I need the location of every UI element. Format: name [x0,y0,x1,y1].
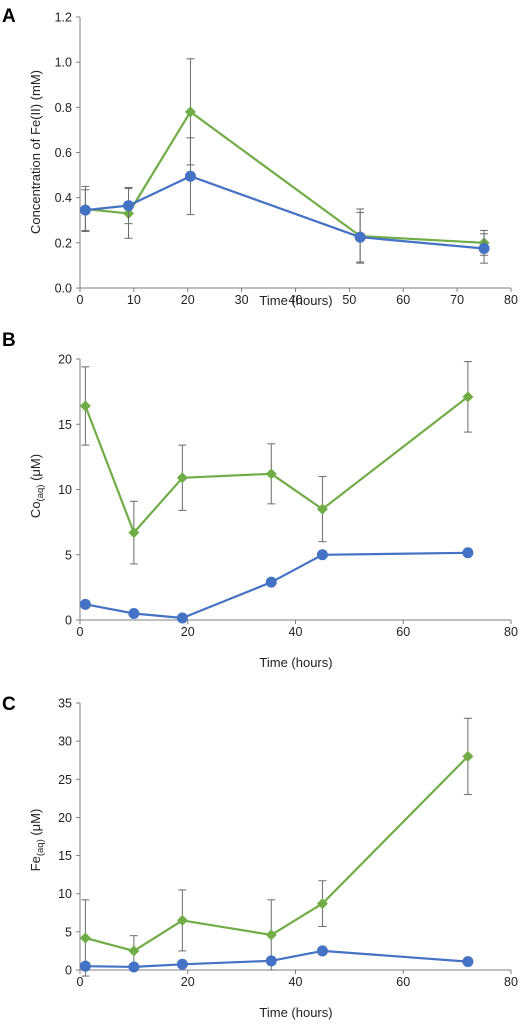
x-axis-title-b: Time (hours) [259,655,332,670]
y-tick-label-c: 0 [65,964,72,978]
series-line-blue [85,551,468,620]
y-tick-label-a: 0.0 [55,282,72,296]
y-axis-title-a: Concentration of Fe(II) (mM) [28,70,43,234]
y-axis-title-b-unit: (μM) [28,454,43,485]
x-tick-label-a: 30 [235,293,249,307]
y-axis-title-c-unit: (μM) [28,809,43,840]
data-point-diamond [316,898,328,910]
data-point-diamond [184,106,196,118]
panel-c: C 0 5 10 15 20 25 30 35 0 20 40 60 80 Time (hours) F… [2,694,518,1020]
plot-area-c: 0 5 10 15 20 25 30 35 0 20 40 60 80 [58,697,518,990]
y-tick-label-b: 15 [58,418,72,432]
data-point-diamond [462,391,474,403]
y-tick-label-c: 5 [65,925,72,939]
x-axis-title-c: Time (hours) [259,1005,332,1020]
data-point-circle [128,961,140,973]
x-tick-label-c: 80 [504,975,518,989]
panel-letter-b: B [2,330,16,351]
y-tick-label-a: 0.2 [55,236,72,250]
data-point-circle [354,231,366,243]
data-point-diamond [176,914,188,926]
panel-a: A 0.0 0.2 0.4 0.6 0.8 1.0 1.2 0 10 20 30 40 50 60 70 80… [2,6,518,308]
data-point-circle [478,242,490,254]
y-axis-title-b-main: Co [28,501,43,518]
y-tick-label-b: 20 [58,353,72,367]
data-point-circle [79,598,91,610]
x-tick-label-b: 0 [77,625,84,639]
x-tick-label-c: 60 [396,975,410,989]
y-tick-label-b: 5 [65,548,72,562]
y-tick-label-b: 10 [58,483,72,497]
data-point-diamond [316,503,328,515]
plot-area-b: 0 5 10 15 20 0 20 40 60 80 [58,353,518,640]
x-tick-label-c: 0 [77,975,84,989]
data-point-circle [316,945,328,957]
panel-b: B 0 5 10 15 20 0 20 40 60 80 Time (hours) Co(aq) … [2,330,518,670]
x-tick-label-a: 80 [504,293,518,307]
y-tick-label-b: 0 [65,614,72,628]
panel-letter-c: C [2,694,16,715]
data-point-diamond [128,527,140,539]
y-tick-label-a: 1.0 [55,56,72,70]
data-point-circle [184,170,196,182]
x-tick-label-a: 10 [127,293,141,307]
x-tick-label-b: 40 [289,625,303,639]
y-axis-title-c-main: Fe [28,856,43,871]
x-tick-label-a: 60 [396,293,410,307]
series-line-green [85,110,485,244]
data-point-circle [316,549,328,561]
data-point-diamond [79,932,91,944]
x-tick-label-a: 20 [181,293,195,307]
x-tick-label-a: 70 [450,293,464,307]
y-tick-label-a: 0.6 [55,146,72,160]
y-tick-label-c: 25 [58,773,72,787]
data-point-circle [79,960,91,972]
y-tick-label-a: 1.2 [55,11,72,25]
x-tick-label-b: 80 [504,625,518,639]
x-tick-label-a: 50 [342,293,356,307]
y-axis-title-b: Co(aq) (μM) [28,454,46,518]
data-point-circle [265,955,277,967]
y-axis-title-b-sub: (aq) [35,485,46,502]
y-tick-label-a: 0.8 [55,101,72,115]
y-tick-label-c: 10 [58,887,72,901]
y-tick-label-c: 20 [58,811,72,825]
data-point-circle [122,200,134,212]
data-point-diamond [79,400,91,412]
y-tick-label-c: 30 [58,735,72,749]
data-point-circle [265,576,277,588]
data-point-diamond [265,929,277,941]
data-point-diamond [128,945,140,957]
x-tick-label-c: 20 [181,975,195,989]
data-point-circle [462,547,474,559]
data-point-diamond [462,750,474,762]
y-axis-title-c: Fe(aq) (μM) [28,809,46,872]
y-tick-label-a: 0.4 [55,191,72,205]
y-axis-title-c-sub: (aq) [35,839,46,856]
x-axis-title-a: Time (hours) [259,293,332,308]
data-point-circle [128,607,140,619]
x-tick-label-a: 0 [77,293,84,307]
data-point-circle [79,204,91,216]
data-point-circle [462,956,474,968]
series-line-green [85,755,469,953]
data-point-circle [176,612,188,624]
series-line-blue [85,949,468,969]
y-tick-label-c: 15 [58,849,72,863]
x-tick-label-b: 20 [181,625,195,639]
plot-area-a: 0.0 0.2 0.4 0.6 0.8 1.0 1.2 0 10 20 30 40 50 60 70 80 [55,11,518,308]
data-point-diamond [176,472,188,484]
panel-letter-a: A [2,6,16,27]
series-line-green [84,395,469,534]
x-tick-label-a: 40 [289,293,303,307]
data-point-circle [176,958,188,970]
x-tick-label-b: 60 [396,625,410,639]
x-tick-label-c: 40 [289,975,303,989]
y-tick-label-c: 35 [58,697,72,711]
data-point-diamond [265,468,277,480]
